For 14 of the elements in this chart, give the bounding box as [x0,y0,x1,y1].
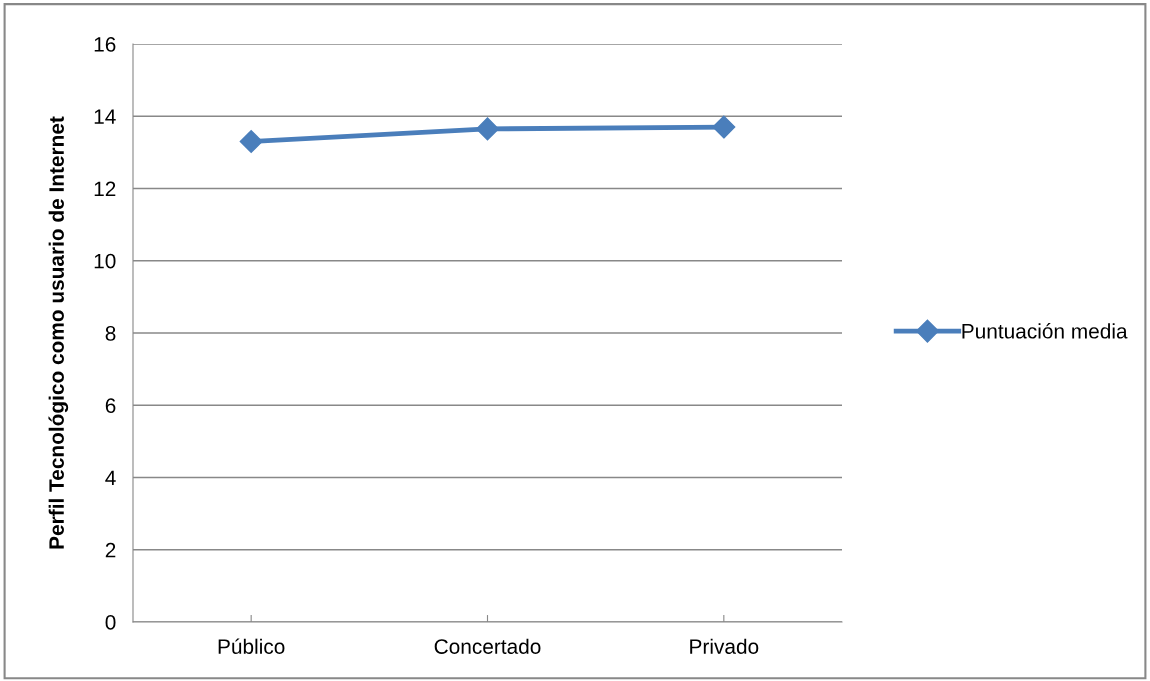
y-axis-title: Perfil Tecnológico como usuario de Internet [48,116,69,549]
y-tick-label: 0 [105,615,116,630]
y-tick-label: 4 [105,470,116,486]
y-tick-label: 6 [105,398,116,413]
y-tick-label: 16 [94,37,116,52]
y-tick-label: 14 [94,109,116,124]
x-tick-label: Público [218,638,285,654]
y-tick-label: 12 [94,181,116,197]
x-tick-label: Privado [690,638,759,654]
x-tick-label: Concertado [434,638,541,654]
y-tick-label: 2 [105,542,116,558]
y-tick-label: 10 [94,253,116,269]
legend-label: Puntuación media [962,323,1128,339]
y-tick-label: 8 [105,326,116,341]
